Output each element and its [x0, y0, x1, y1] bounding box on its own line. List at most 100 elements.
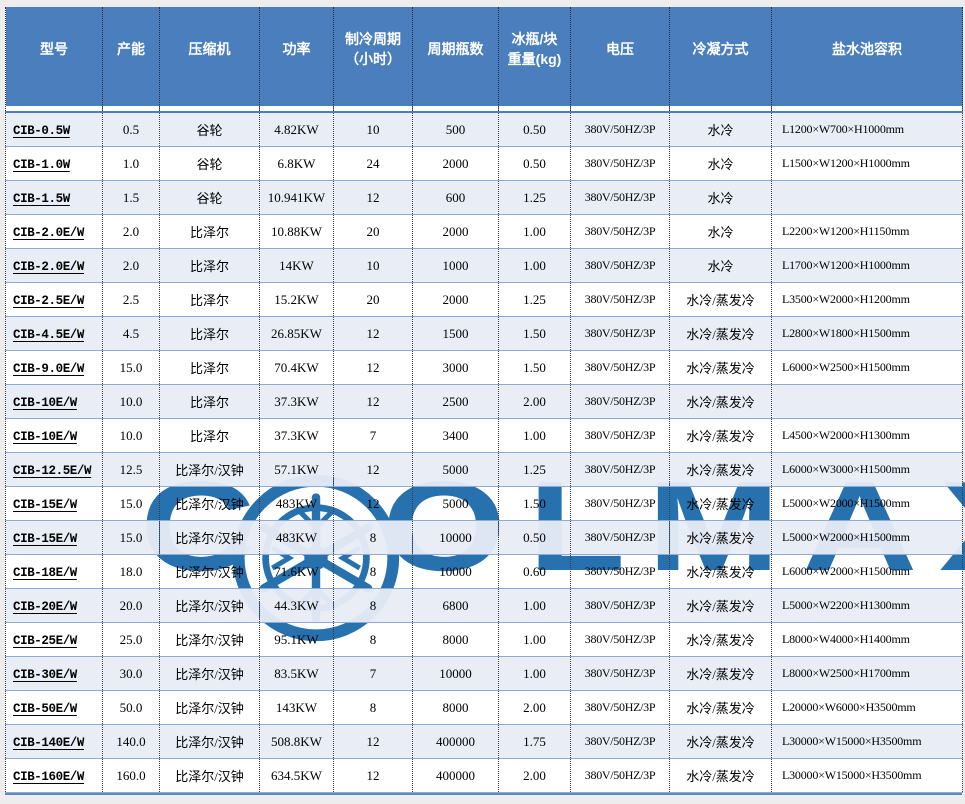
model-link[interactable]: CIB-2.5E/W: [13, 293, 85, 308]
model-link-cell[interactable]: CIB-0.5W: [5, 112, 103, 147]
model-link[interactable]: CIB-0.5W: [13, 123, 70, 138]
cell-bottles-per-cycle: 500: [412, 112, 499, 147]
model-link-cell[interactable]: CIB-2.0E/W: [5, 248, 103, 283]
cell-brine-tank-volume: L5000×W2000×H1500mm: [771, 520, 963, 555]
cell-ice-weight: 1.00: [498, 214, 571, 249]
cell-voltage: 380V/50HZ/3P: [570, 588, 670, 623]
cell-bottles-per-cycle: 10000: [412, 520, 499, 555]
col-header-power: 功率: [259, 7, 334, 113]
cell-brine-tank-volume: L6000×W2000×H1500mm: [771, 554, 963, 589]
cell-condensing: 水冷/蒸发冷: [669, 758, 772, 793]
model-link-cell[interactable]: CIB-30E/W: [5, 656, 103, 691]
model-link-cell[interactable]: CIB-50E/W: [5, 690, 103, 725]
cell-bottles-per-cycle: 3400: [412, 418, 499, 453]
table-row: CIB-15E/W 15.0 比泽尔/汉钟 483KW 8 10000 0.50 380V/5…: [5, 520, 963, 555]
cell-brine-tank-volume: [771, 384, 963, 419]
cell-voltage: 380V/50HZ/3P: [570, 554, 670, 589]
model-link[interactable]: CIB-10E/W: [13, 395, 77, 410]
model-link[interactable]: CIB-4.5E/W: [13, 327, 85, 342]
cell-capacity: 15.0: [102, 350, 160, 385]
cell-capacity: 10.0: [102, 384, 160, 419]
cell-bottles-per-cycle: 6800: [412, 588, 499, 623]
model-link[interactable]: CIB-160E/W: [13, 769, 85, 784]
cell-power: 10.88KW: [259, 214, 334, 249]
model-link[interactable]: CIB-9.0E/W: [13, 361, 85, 376]
model-link[interactable]: CIB-18E/W: [13, 565, 77, 580]
cell-voltage: 380V/50HZ/3P: [570, 316, 670, 351]
cell-voltage: 380V/50HZ/3P: [570, 452, 670, 487]
model-link-cell[interactable]: CIB-140E/W: [5, 724, 103, 759]
model-link[interactable]: CIB-30E/W: [13, 667, 77, 682]
table-row: CIB-18E/W 18.0 比泽尔/汉钟 71.6KW 8 10000 0.60 380V/…: [5, 554, 963, 589]
cell-condensing: 水冷/蒸发冷: [669, 418, 772, 453]
table-row: CIB-1.0W 1.0 谷轮 6.8KW 24 2000 0.50 380V/50HZ/3P…: [5, 146, 963, 181]
cell-ice-weight: 0.50: [498, 112, 571, 147]
cell-voltage: 380V/50HZ/3P: [570, 214, 670, 249]
cell-voltage: 380V/50HZ/3P: [570, 656, 670, 691]
cell-condensing: 水冷/蒸发冷: [669, 588, 772, 623]
cell-ice-weight: 1.25: [498, 180, 571, 215]
col-header-bottles-per-cycle: 周期瓶数: [412, 7, 499, 113]
model-link[interactable]: CIB-50E/W: [13, 701, 77, 716]
table-row: CIB-9.0E/W 15.0 比泽尔 70.4KW 12 3000 1.50 380V/50…: [5, 350, 963, 385]
cell-voltage: 380V/50HZ/3P: [570, 758, 670, 793]
model-link-cell[interactable]: CIB-2.0E/W: [5, 214, 103, 249]
cell-compressor: 比泽尔/汉钟: [159, 622, 260, 657]
cell-voltage: 380V/50HZ/3P: [570, 418, 670, 453]
cell-brine-tank-volume: L2200×W1200×H1150mm: [771, 214, 963, 249]
cell-brine-tank-volume: L6000×W3000×H1500mm: [771, 452, 963, 487]
model-link[interactable]: CIB-1.5W: [13, 191, 70, 206]
model-link-cell[interactable]: CIB-10E/W: [5, 384, 103, 419]
cell-cooling-cycle: 12: [333, 486, 413, 521]
model-link-cell[interactable]: CIB-18E/W: [5, 554, 103, 589]
model-link-cell[interactable]: CIB-9.0E/W: [5, 350, 103, 385]
cell-compressor: 比泽尔/汉钟: [159, 452, 260, 487]
cell-bottles-per-cycle: 1000: [412, 248, 499, 283]
cell-power: 26.85KW: [259, 316, 334, 351]
cell-condensing: 水冷: [669, 180, 772, 215]
cell-brine-tank-volume: L30000×W15000×H3500mm: [771, 724, 963, 759]
model-link[interactable]: CIB-2.0E/W: [13, 259, 85, 274]
cell-compressor: 谷轮: [159, 146, 260, 181]
model-link-cell[interactable]: CIB-1.0W: [5, 146, 103, 181]
cell-voltage: 380V/50HZ/3P: [570, 724, 670, 759]
table-row: CIB-1.5W 1.5 谷轮 10.941KW 12 600 1.25 380V/50HZ/…: [5, 180, 963, 215]
table-row: CIB-2.0E/W 2.0 比泽尔 10.88KW 20 2000 1.00 380V/50…: [5, 214, 963, 249]
model-link[interactable]: CIB-15E/W: [13, 497, 77, 512]
model-link[interactable]: CIB-25E/W: [13, 633, 77, 648]
cell-cooling-cycle: 12: [333, 724, 413, 759]
cell-cooling-cycle: 8: [333, 622, 413, 657]
model-link[interactable]: CIB-15E/W: [13, 531, 77, 546]
col-header-brine-tank-volume: 盐水池容积: [771, 7, 963, 113]
cell-cooling-cycle: 7: [333, 418, 413, 453]
model-link-cell[interactable]: CIB-15E/W: [5, 486, 103, 521]
cell-bottles-per-cycle: 600: [412, 180, 499, 215]
model-link[interactable]: CIB-10E/W: [13, 429, 77, 444]
ice-block-machine-spec-table: 型号 产能 压缩机 功率 制冷周期 （小时） 周期瓶数 冰瓶/块 重量(kg) 电压 冷凝方式 盐水池…: [5, 7, 963, 793]
cell-compressor: 比泽尔/汉钟: [159, 758, 260, 793]
model-link[interactable]: CIB-1.0W: [13, 157, 70, 172]
cell-ice-weight: 0.60: [498, 554, 571, 589]
model-link-cell[interactable]: CIB-15E/W: [5, 520, 103, 555]
model-link[interactable]: CIB-12.5E/W: [13, 463, 92, 478]
cell-voltage: 380V/50HZ/3P: [570, 384, 670, 419]
model-link-cell[interactable]: CIB-160E/W: [5, 758, 103, 793]
model-link[interactable]: CIB-20E/W: [13, 599, 77, 614]
model-link[interactable]: CIB-140E/W: [13, 735, 85, 750]
model-link-cell[interactable]: CIB-2.5E/W: [5, 282, 103, 317]
cell-compressor: 比泽尔: [159, 418, 260, 453]
cell-power: 37.3KW: [259, 418, 334, 453]
cell-ice-weight: 1.50: [498, 350, 571, 385]
model-link-cell[interactable]: CIB-1.5W: [5, 180, 103, 215]
cell-cooling-cycle: 10: [333, 248, 413, 283]
model-link-cell[interactable]: CIB-10E/W: [5, 418, 103, 453]
cell-power: 14KW: [259, 248, 334, 283]
model-link-cell[interactable]: CIB-25E/W: [5, 622, 103, 657]
model-link-cell[interactable]: CIB-12.5E/W: [5, 452, 103, 487]
model-link[interactable]: CIB-2.0E/W: [13, 225, 85, 240]
cell-ice-weight: 2.00: [498, 384, 571, 419]
model-link-cell[interactable]: CIB-20E/W: [5, 588, 103, 623]
model-link-cell[interactable]: CIB-4.5E/W: [5, 316, 103, 351]
cell-voltage: 380V/50HZ/3P: [570, 112, 670, 147]
cell-condensing: 水冷/蒸发冷: [669, 690, 772, 725]
